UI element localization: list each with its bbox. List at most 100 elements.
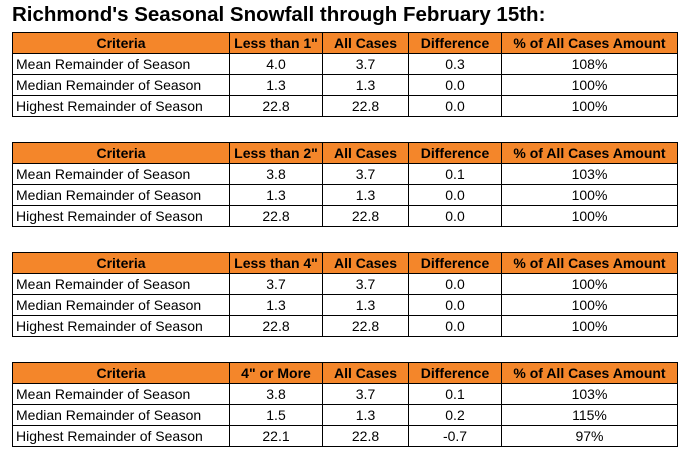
cell-difference: 0.1 <box>408 163 502 185</box>
table-row: Highest Remainder of Season 22.8 22.8 0.0 10… <box>12 315 678 337</box>
cell-difference: 0.0 <box>408 294 502 316</box>
cell-criteria: Median Remainder of Season <box>12 74 230 96</box>
cell-subset: 22.8 <box>229 95 323 117</box>
header-subset: Less than 4" <box>229 252 323 274</box>
cell-difference: 0.0 <box>408 95 502 117</box>
table-row: Highest Remainder of Season 22.8 22.8 0.0 10… <box>12 205 678 227</box>
table-row: Mean Remainder of Season 3.8 3.7 0.1 103% <box>12 163 678 185</box>
cell-criteria: Median Remainder of Season <box>12 294 230 316</box>
cell-all-cases: 1.3 <box>322 404 409 426</box>
table-header-row: Criteria Less than 2" All Cases Difference%… <box>12 142 678 164</box>
cell-difference: 0.0 <box>408 205 502 227</box>
table-header-row: Criteria 4" or More All Cases Difference% o… <box>12 362 678 384</box>
cell-difference: 0.1 <box>408 383 502 405</box>
cell-subset: 22.1 <box>229 425 323 447</box>
cell-subset: 3.8 <box>229 383 323 405</box>
table-row: Highest Remainder of Season 22.8 22.8 0.0 10… <box>12 95 678 117</box>
page-title: Richmond's Seasonal Snowfall through Feb… <box>12 3 546 26</box>
cell-subset: 22.8 <box>229 315 323 337</box>
header-criteria: Criteria <box>12 362 230 384</box>
header-all-cases: All Cases <box>322 32 409 54</box>
cell-percent-of-all: 100% <box>501 95 678 117</box>
table-row: Median Remainder of Season 1.3 1.3 0.0 100% <box>12 74 678 96</box>
table-row: Median Remainder of Season 1.3 1.3 0.0 100% <box>12 294 678 316</box>
cell-criteria: Highest Remainder of Season <box>12 425 230 447</box>
cell-criteria: Highest Remainder of Season <box>12 315 230 337</box>
cell-difference: 0.0 <box>408 315 502 337</box>
cell-all-cases: 3.7 <box>322 163 409 185</box>
cell-subset: 3.8 <box>229 163 323 185</box>
header-percent-of-all: % of All Cases Amount <box>501 362 678 384</box>
cell-all-cases: 1.3 <box>322 294 409 316</box>
cell-criteria: Median Remainder of Season <box>12 404 230 426</box>
cell-subset: 22.8 <box>229 205 323 227</box>
header-subset: 4" or More <box>229 362 323 384</box>
cell-subset: 1.5 <box>229 404 323 426</box>
header-percent-of-all: % of All Cases Amount <box>501 32 678 54</box>
table-row: Highest Remainder of Season 22.1 22.8 -0.7 9… <box>12 425 678 447</box>
cell-criteria: Mean Remainder of Season <box>12 273 230 295</box>
table-header-row: Criteria Less than 1" All Cases Difference%… <box>12 32 678 54</box>
cell-criteria: Median Remainder of Season <box>12 184 230 206</box>
cell-criteria: Mean Remainder of Season <box>12 383 230 405</box>
header-all-cases: All Cases <box>322 142 409 164</box>
cell-percent-of-all: 103% <box>501 383 678 405</box>
cell-percent-of-all: 97% <box>501 425 678 447</box>
header-difference: Difference <box>408 252 502 274</box>
cell-all-cases: 3.7 <box>322 273 409 295</box>
cell-subset: 1.3 <box>229 184 323 206</box>
snowfall-table: Criteria 4" or More All Cases Difference% o… <box>12 362 678 447</box>
header-percent-of-all: % of All Cases Amount <box>501 142 678 164</box>
cell-subset: 1.3 <box>229 294 323 316</box>
cell-percent-of-all: 108% <box>501 53 678 75</box>
cell-difference: 0.3 <box>408 53 502 75</box>
header-criteria: Criteria <box>12 32 230 54</box>
header-all-cases: All Cases <box>322 362 409 384</box>
cell-difference: 0.0 <box>408 273 502 295</box>
header-criteria: Criteria <box>12 252 230 274</box>
cell-percent-of-all: 115% <box>501 404 678 426</box>
cell-criteria: Highest Remainder of Season <box>12 95 230 117</box>
cell-percent-of-all: 100% <box>501 74 678 96</box>
snowfall-table: Criteria Less than 1" All Cases Difference%… <box>12 32 678 117</box>
header-criteria: Criteria <box>12 142 230 164</box>
cell-difference: 0.0 <box>408 74 502 96</box>
cell-all-cases: 3.7 <box>322 53 409 75</box>
cell-all-cases: 1.3 <box>322 184 409 206</box>
snowfall-table: Criteria Less than 4" All Cases Difference%… <box>12 252 678 337</box>
cell-subset: 4.0 <box>229 53 323 75</box>
cell-all-cases: 22.8 <box>322 315 409 337</box>
header-difference: Difference <box>408 362 502 384</box>
table-row: Median Remainder of Season 1.5 1.3 0.2 115% <box>12 404 678 426</box>
cell-percent-of-all: 100% <box>501 205 678 227</box>
cell-all-cases: 22.8 <box>322 205 409 227</box>
cell-criteria: Mean Remainder of Season <box>12 163 230 185</box>
snowfall-table: Criteria Less than 2" All Cases Difference%… <box>12 142 678 227</box>
cell-all-cases: 1.3 <box>322 74 409 96</box>
header-difference: Difference <box>408 142 502 164</box>
table-header-row: Criteria Less than 4" All Cases Difference%… <box>12 252 678 274</box>
cell-subset: 1.3 <box>229 74 323 96</box>
cell-percent-of-all: 100% <box>501 294 678 316</box>
cell-subset: 3.7 <box>229 273 323 295</box>
header-subset: Less than 1" <box>229 32 323 54</box>
cell-percent-of-all: 103% <box>501 163 678 185</box>
cell-percent-of-all: 100% <box>501 184 678 206</box>
header-difference: Difference <box>408 32 502 54</box>
cell-difference: -0.7 <box>408 425 502 447</box>
table-row: Mean Remainder of Season 3.7 3.7 0.0 100% <box>12 273 678 295</box>
cell-criteria: Mean Remainder of Season <box>12 53 230 75</box>
cell-percent-of-all: 100% <box>501 273 678 295</box>
table-row: Median Remainder of Season 1.3 1.3 0.0 100% <box>12 184 678 206</box>
table-row: Mean Remainder of Season 4.0 3.7 0.3 108% <box>12 53 678 75</box>
header-all-cases: All Cases <box>322 252 409 274</box>
header-percent-of-all: % of All Cases Amount <box>501 252 678 274</box>
cell-percent-of-all: 100% <box>501 315 678 337</box>
cell-all-cases: 3.7 <box>322 383 409 405</box>
table-row: Mean Remainder of Season 3.8 3.7 0.1 103% <box>12 383 678 405</box>
cell-criteria: Highest Remainder of Season <box>12 205 230 227</box>
cell-all-cases: 22.8 <box>322 95 409 117</box>
cell-all-cases: 22.8 <box>322 425 409 447</box>
cell-difference: 0.0 <box>408 184 502 206</box>
header-subset: Less than 2" <box>229 142 323 164</box>
